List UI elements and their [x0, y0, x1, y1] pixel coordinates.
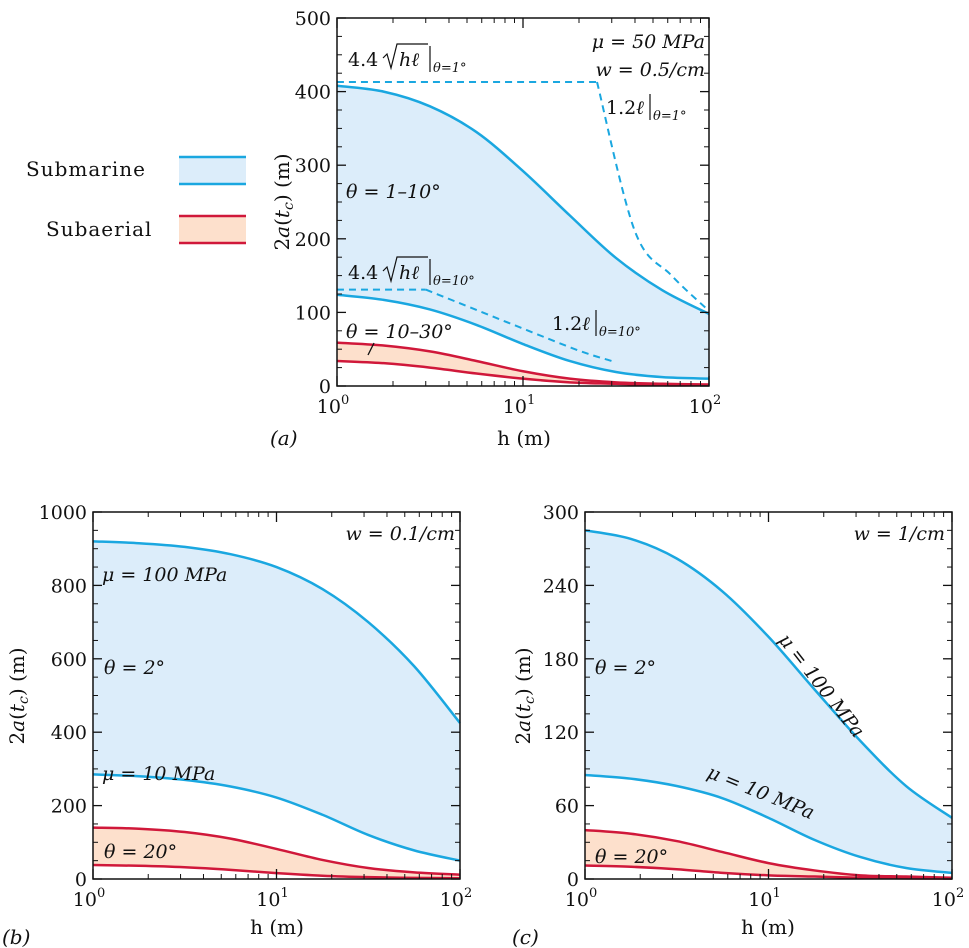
x-tick-label-b: 102 [440, 886, 472, 911]
svg-text:ℓ: ℓ [636, 97, 644, 119]
x-tick-label-a: 100 [317, 393, 349, 418]
svg-text:θ=10°: θ=10° [599, 325, 641, 340]
y-tick-label-a: 0 [319, 376, 331, 398]
annotation-w-b: w = 0.1/cm [345, 523, 455, 545]
annotation-sqrt-theta10: 4.4 hℓ θ=10° [348, 256, 475, 289]
curve-submarine-lower-b [92, 773, 461, 862]
x-tick-label-c: 102 [932, 886, 964, 911]
svg-text:hℓ: hℓ [399, 49, 419, 71]
y-tick-label-a: 500 [295, 8, 331, 30]
annotation-linear-theta10: 1.2 ℓ θ=10° [552, 310, 641, 340]
legend-label-subaerial: Subaerial [46, 217, 152, 241]
annotation-linear-theta1: 1.2 ℓ θ=1° [606, 94, 687, 124]
y-axis-label-a: 2a(tc) (m) [270, 153, 297, 250]
annotation-theta-range-subaerial: θ = 10–30° [346, 321, 453, 343]
x-tick-label-c: 100 [565, 886, 597, 911]
curve-submarine-upper-b [92, 540, 461, 724]
curve-submarine-upper-a [336, 84, 710, 315]
annotation-w-a: w = 0.5/cm [595, 59, 705, 81]
y-tick-label-b: 1000 [39, 502, 87, 524]
panel-label-a: (a) [270, 426, 298, 450]
annotation-w-c: w = 1/cm [854, 523, 945, 545]
y-tick-label-c: 300 [543, 502, 579, 524]
x-axis-label-b: h (m) [250, 915, 304, 939]
y-tick-label-b: 200 [51, 796, 87, 818]
y-tick-label-b: 0 [75, 869, 87, 891]
x-tick-label-b: 100 [73, 886, 105, 911]
x-axis-label-a: h (m) [497, 426, 551, 450]
svg-text:hℓ: hℓ [399, 262, 419, 284]
svg-text:4.4: 4.4 [348, 262, 378, 284]
y-tick-label-b: 800 [51, 575, 87, 597]
x-tick-label-a: 102 [689, 393, 721, 418]
y-tick-label-c: 240 [543, 575, 579, 597]
curve-submarine-lower-a [336, 293, 710, 380]
panel-b: 0 200 400 600 800 1000 100 101 102 h (m) (b) 2a(… [2, 502, 472, 948]
dashed-asymptote-theta10-tail-a [425, 288, 613, 362]
svg-text:1.2: 1.2 [552, 313, 582, 335]
y-tick-label-c: 180 [543, 649, 579, 671]
dashed-asymptote-theta1-tail-a [596, 81, 710, 312]
y-axis-label-b: 2a(tc) (m) [5, 647, 32, 744]
band-subaerial-b [93, 827, 460, 879]
legend-swatch-submarine [179, 157, 246, 184]
band-subaerial-a [337, 342, 709, 386]
panel-label-b: (b) [2, 925, 30, 948]
annotation-sqrt-theta1: 4.4 hℓ θ=1° [348, 43, 467, 76]
curve-submarine-upper-c [584, 529, 953, 819]
band-submarine-b [93, 541, 460, 861]
band-submarine-a [337, 85, 709, 379]
svg-text:ℓ: ℓ [582, 313, 590, 335]
y-tick-label-c: 120 [543, 722, 579, 744]
panel-c: 0 60 120 180 240 300 100 101 102 h (m) (c) 2a(tc… [511, 502, 964, 948]
x-tick-label-c: 101 [748, 886, 780, 911]
annotation-theta2-c: θ = 2° [595, 657, 656, 679]
curve-subaerial-upper-b [92, 826, 461, 876]
legend: Submarine Subaerial [26, 155, 246, 245]
y-tick-label-a: 100 [295, 302, 331, 324]
svg-text:θ=1°: θ=1° [433, 61, 467, 76]
y-tick-label-a: 200 [295, 229, 331, 251]
annotation-mu-a: μ = 50 MPa [592, 31, 705, 53]
curve-subaerial-upper-a [336, 341, 710, 386]
annotation-mu100-b: μ = 100 MPa [102, 564, 227, 586]
svg-text:θ=10°: θ=10° [433, 274, 475, 289]
x-axis-label-c: h (m) [741, 915, 795, 939]
y-tick-label-b: 400 [51, 722, 87, 744]
band-submarine-c [585, 530, 952, 873]
legend-swatch-subaerial [179, 216, 246, 243]
annotation-mu10-b: μ = 10 MPa [102, 763, 215, 785]
x-tick-label-b: 101 [256, 886, 288, 911]
annotation-theta2-b: θ = 2° [104, 657, 165, 679]
curve-subaerial-upper-c [584, 828, 953, 880]
annotation-theta-range-submarine: θ = 1–10° [346, 181, 441, 203]
legend-label-submarine: Submarine [26, 157, 146, 181]
svg-text:4.4: 4.4 [348, 49, 378, 71]
curve-submarine-lower-c [584, 773, 953, 875]
y-tick-label-a: 300 [295, 155, 331, 177]
annotation-pointer [367, 342, 375, 356]
panel-label-c: (c) [512, 925, 539, 948]
y-tick-label-c: 0 [567, 869, 579, 891]
y-axis-label-c: 2a(tc) (m) [511, 647, 538, 744]
y-tick-label-c: 60 [555, 796, 579, 818]
annotation-theta20-b: θ = 20° [104, 841, 177, 863]
svg-text:θ=1°: θ=1° [653, 109, 687, 124]
svg-text:1.2: 1.2 [606, 97, 636, 119]
x-tick-label-a: 101 [503, 393, 535, 418]
annotation-theta20-c: θ = 20° [595, 846, 668, 868]
y-tick-label-b: 600 [51, 649, 87, 671]
y-tick-label-a: 400 [295, 82, 331, 104]
